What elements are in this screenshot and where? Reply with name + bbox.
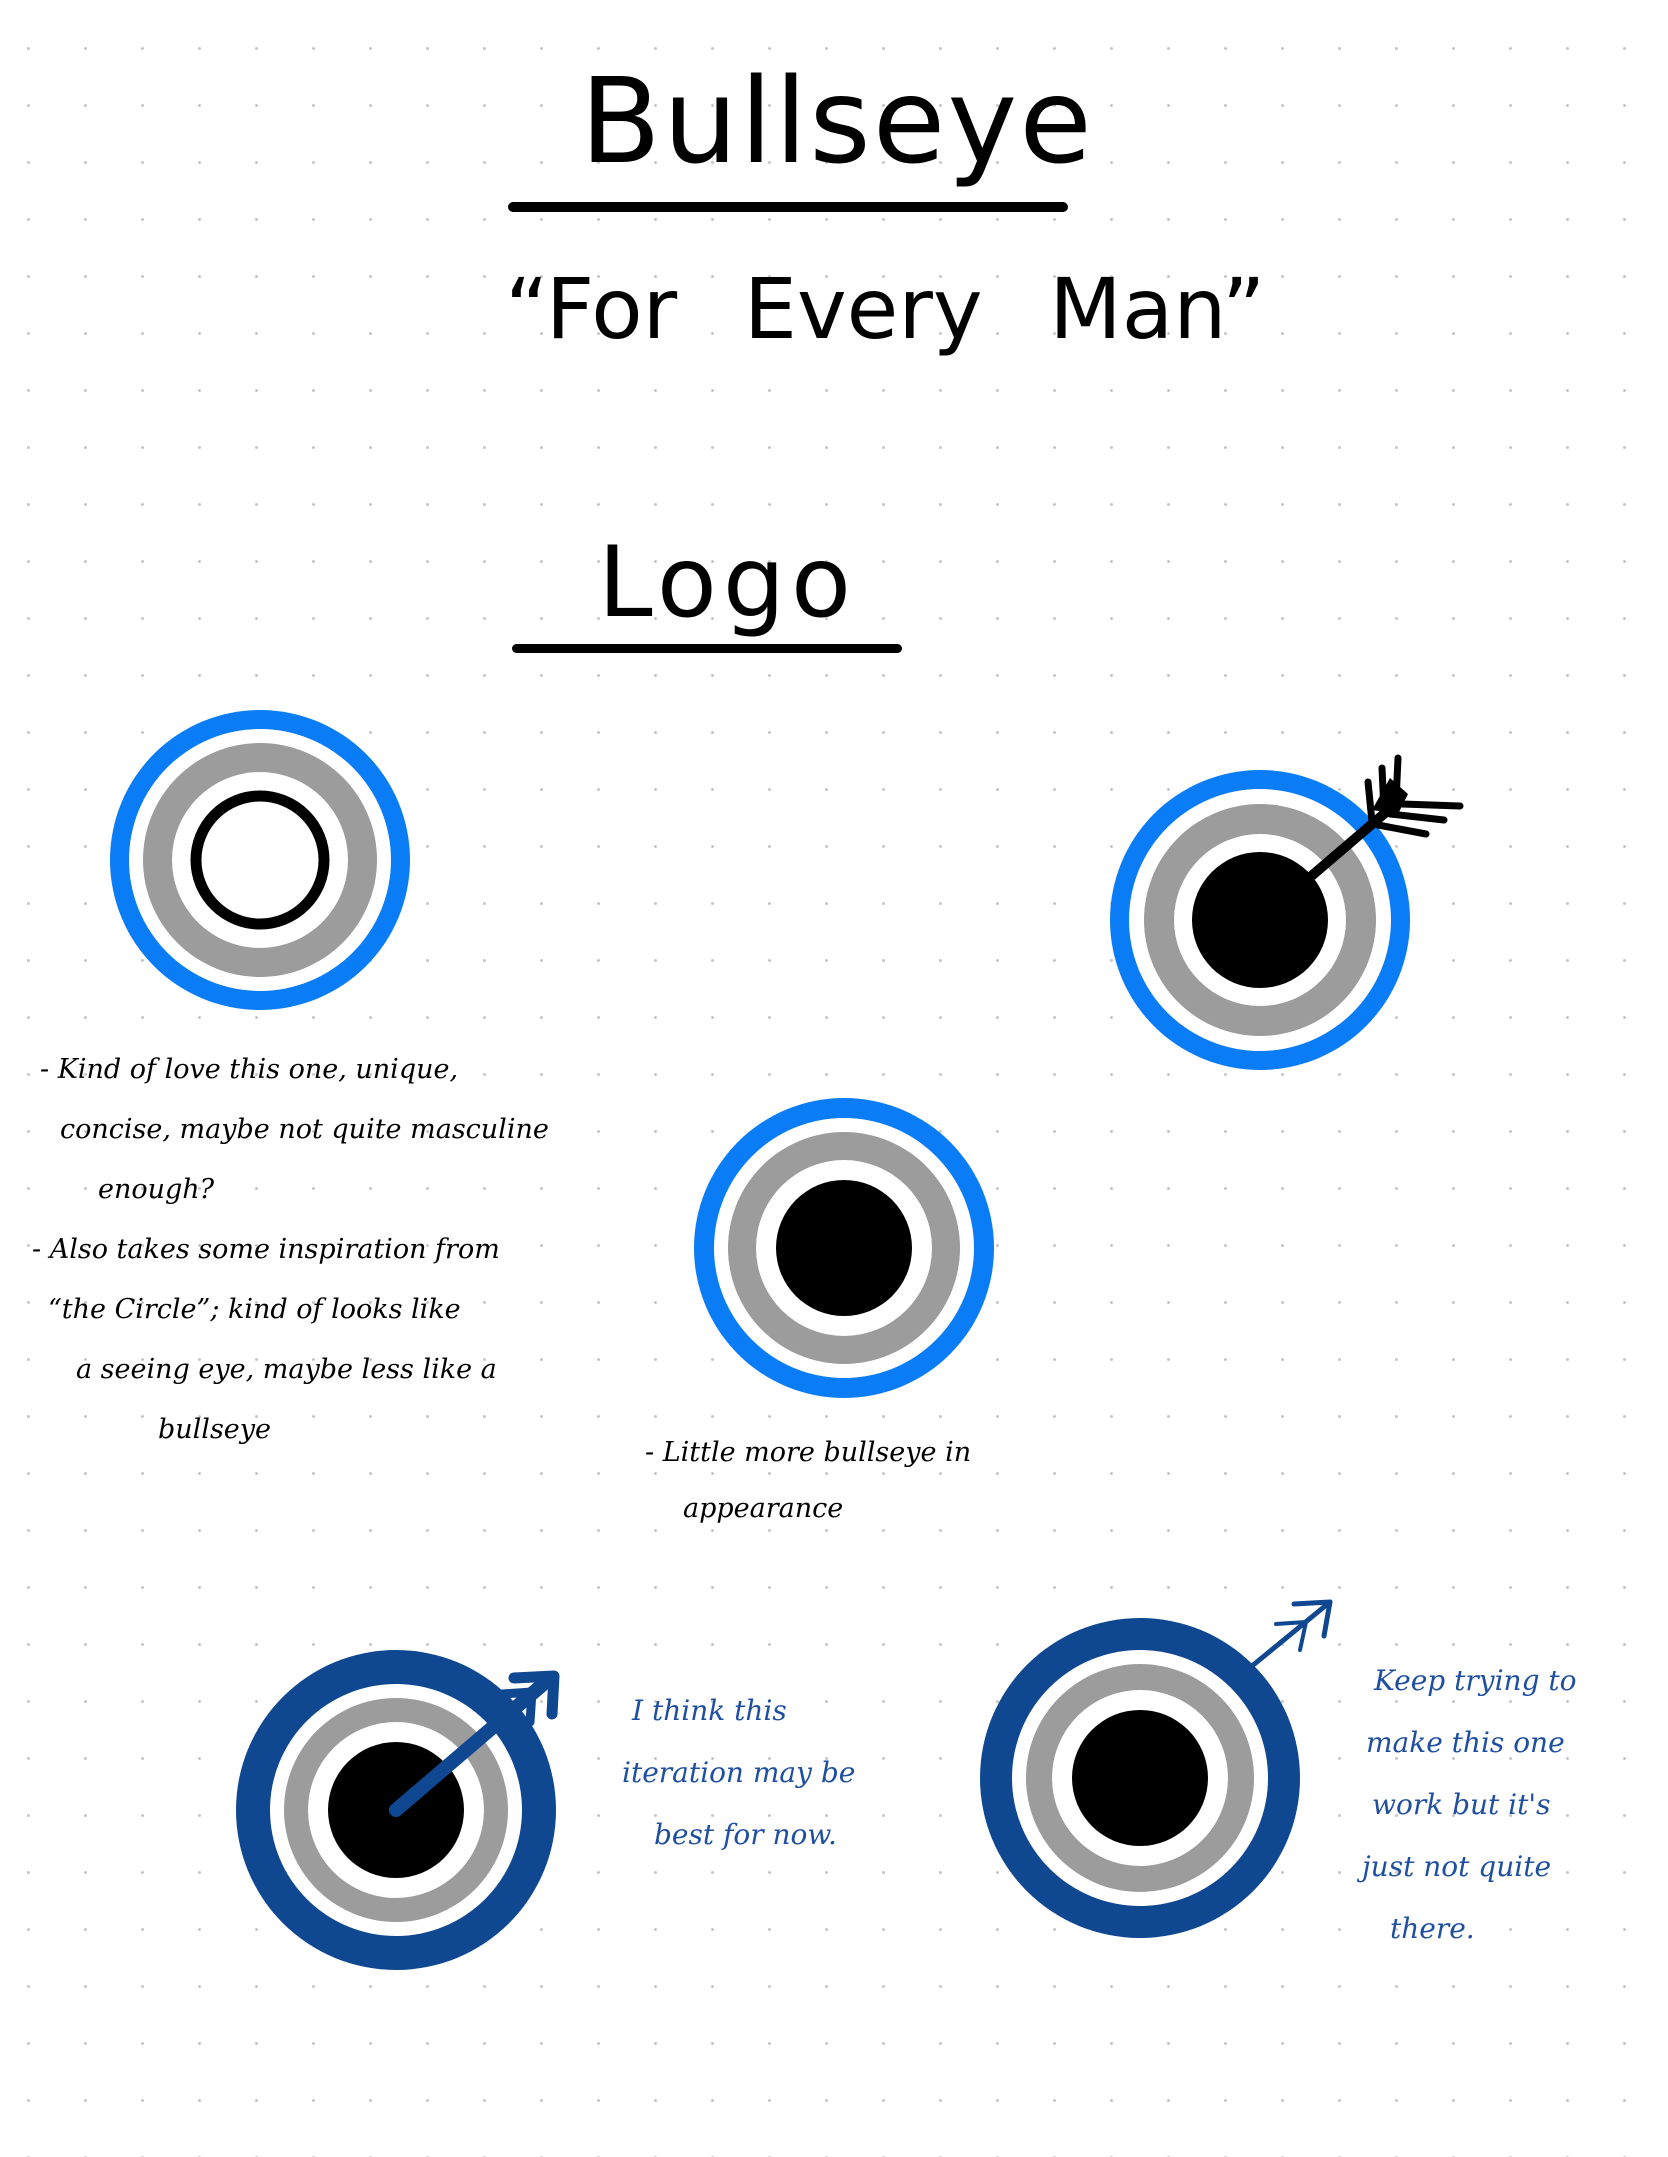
note-concept-male-symbol: Keep trying to make this one work but it…	[1362, 1650, 1577, 1960]
note-line: iteration may be	[622, 1756, 856, 1789]
note-line: make this one	[1366, 1726, 1565, 1759]
note-concept-solid-bullseye: - Little more bullseye in appearance	[645, 1425, 971, 1537]
arrow-icon	[1255, 754, 1464, 925]
logo-concept-male-symbol	[980, 1599, 1333, 1938]
logo-concept-solid-bullseye	[694, 1098, 994, 1398]
logo-concept-navy-arrow	[236, 1650, 560, 1970]
logo-concept-ring	[110, 710, 410, 1010]
note-concept-ring: - Kind of love this one, unique, concise…	[32, 1040, 549, 1460]
note-line: I think this	[632, 1694, 787, 1727]
note-concept-navy-arrow: I think this iteration may be best for n…	[622, 1680, 861, 1866]
black-center-ring	[190, 790, 330, 930]
note-line: there.	[1390, 1912, 1475, 1945]
note-line: bullseye	[158, 1414, 272, 1445]
logo-concept-arrow-black	[1110, 754, 1464, 1070]
logo-heading-underline	[512, 644, 902, 653]
note-line: Keep trying to	[1374, 1664, 1577, 1697]
page-title: Bullseye	[580, 52, 1094, 190]
note-line: - Kind of love this one, unique,	[40, 1054, 459, 1085]
note-line: - Little more bullseye in	[645, 1437, 972, 1468]
note-line: work but it's	[1372, 1788, 1551, 1821]
note-line: just not quite	[1362, 1850, 1552, 1883]
note-line: best for now.	[654, 1818, 837, 1851]
black-center	[1072, 1710, 1208, 1846]
male-symbol-arrow-icon	[1249, 1599, 1333, 1669]
note-line: a seeing eye, maybe less like a	[76, 1354, 497, 1385]
logo-section-heading: Logo	[598, 526, 857, 640]
note-line: - Also takes some inspiration from	[32, 1234, 500, 1265]
title-underline	[508, 202, 1068, 212]
tagline: “For Every Man”	[505, 260, 1266, 358]
note-line: enough?	[98, 1174, 215, 1205]
black-center	[776, 1180, 912, 1316]
note-line: “the Circle”; kind of looks like	[48, 1294, 461, 1325]
note-line: appearance	[683, 1493, 844, 1524]
male-arrow-icon	[389, 1670, 560, 1817]
note-line: concise, maybe not quite masculine	[60, 1114, 549, 1145]
